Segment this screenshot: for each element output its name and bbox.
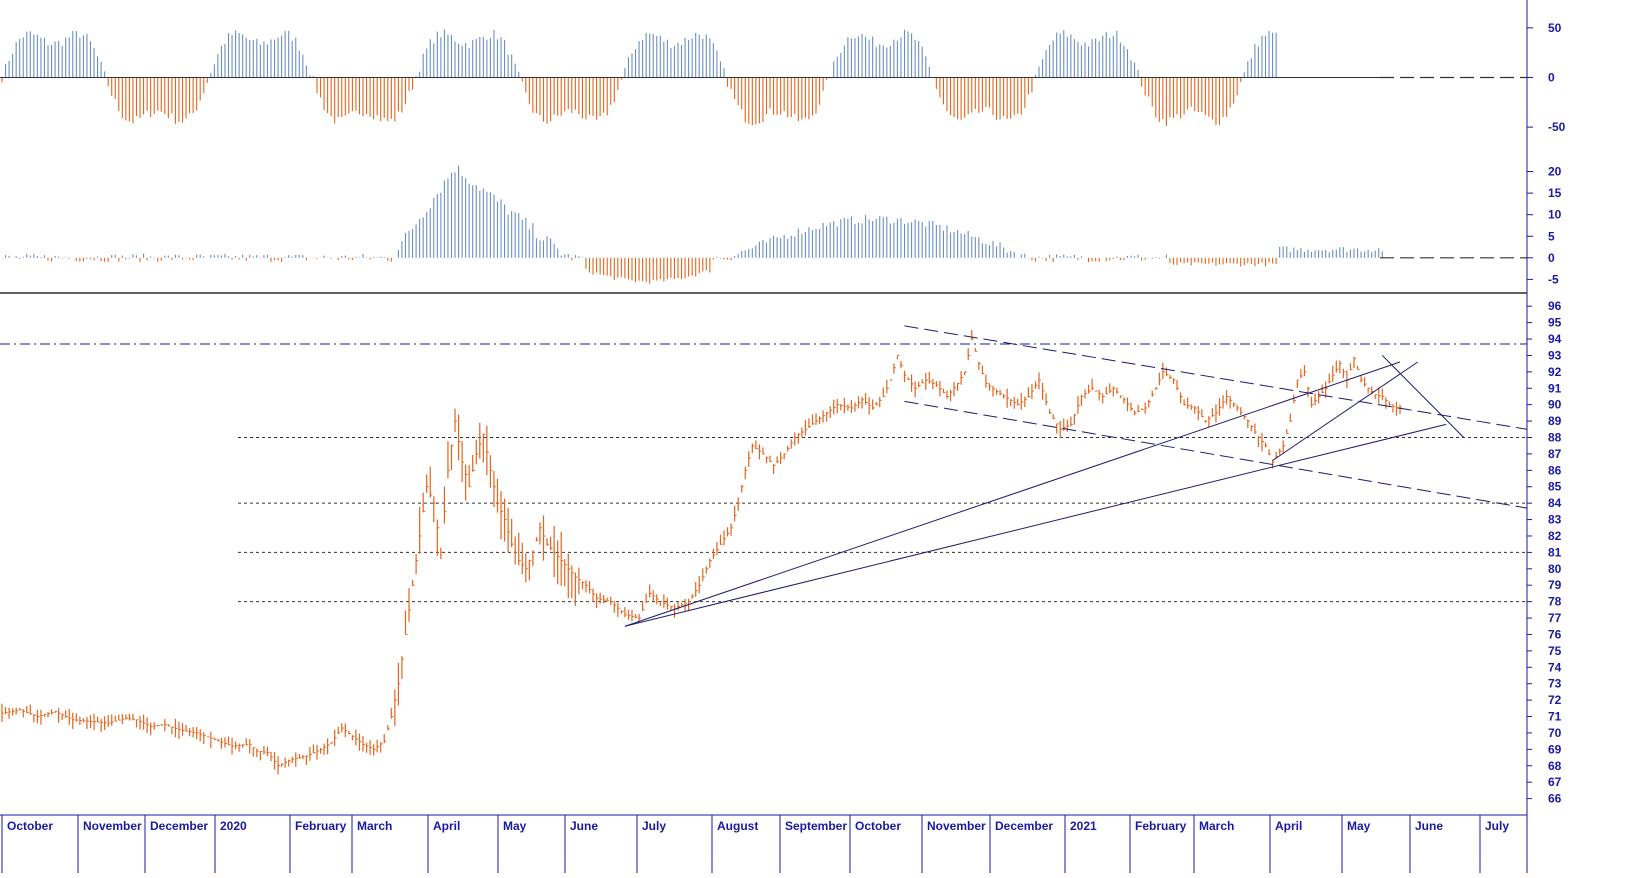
price-tick-label: 73: [1548, 677, 1562, 691]
month-label: February: [295, 819, 347, 833]
trendline: [1272, 361, 1418, 461]
price-tick-label: 76: [1548, 627, 1562, 641]
price-tick-label: 79: [1548, 578, 1562, 592]
month-label: 2020: [220, 819, 247, 833]
axes: 500-5020151050-5969594939291908988878685…: [0, 0, 1566, 873]
trendline: [624, 361, 1401, 627]
osc2-tick-label: 10: [1548, 208, 1562, 222]
trendline: [904, 325, 1528, 430]
osc2-tick-label: 5: [1548, 229, 1555, 243]
price-tick-label: 96: [1548, 299, 1562, 313]
osc2-tick-label: 0: [1548, 251, 1555, 265]
price-tick-label: 74: [1548, 660, 1562, 674]
month-label: December: [150, 819, 208, 833]
price-tick-label: 93: [1548, 348, 1562, 362]
price-tick-label: 77: [1548, 611, 1562, 625]
trendline: [904, 400, 1528, 509]
price-tick-label: 83: [1548, 513, 1562, 527]
osc1-tick-label: -50: [1548, 120, 1566, 134]
month-label: December: [995, 819, 1053, 833]
osc2-tick-label: 20: [1548, 165, 1562, 179]
price-tick-label: 69: [1548, 742, 1562, 756]
price-tick-label: 85: [1548, 480, 1562, 494]
osc1-tick-label: 50: [1548, 21, 1562, 35]
price-tick-label: 84: [1548, 496, 1562, 510]
month-label: April: [433, 819, 460, 833]
price-tick-label: 68: [1548, 759, 1562, 773]
osc2-tick-label: 15: [1548, 186, 1562, 200]
month-label: September: [785, 819, 847, 833]
month-label: October: [7, 819, 53, 833]
trendline: [1381, 355, 1465, 438]
price-tick-label: 70: [1548, 726, 1562, 740]
price-tick-label: 75: [1548, 644, 1562, 658]
price-tick-label: 72: [1548, 693, 1562, 707]
price-tick-label: 92: [1548, 365, 1562, 379]
month-label: May: [1347, 819, 1371, 833]
price-tick-label: 81: [1548, 545, 1562, 559]
price-tick-label: 91: [1548, 381, 1562, 395]
oscillator-middle-panel: [1, 165, 1527, 284]
price-tick-label: 71: [1548, 710, 1562, 724]
month-label: March: [357, 819, 392, 833]
price-panel: [0, 325, 1528, 775]
month-label: March: [1199, 819, 1234, 833]
osc2-tick-label: -5: [1548, 272, 1559, 286]
oscillator-top-panel: [0, 29, 1527, 126]
month-label: 2021: [1070, 819, 1097, 833]
price-tick-label: 86: [1548, 463, 1562, 477]
price-tick-label: 89: [1548, 414, 1562, 428]
month-label: April: [1275, 819, 1302, 833]
price-tick-label: 66: [1548, 792, 1562, 806]
price-tick-label: 82: [1548, 529, 1562, 543]
month-label: May: [503, 819, 527, 833]
price-tick-label: 95: [1548, 316, 1562, 330]
month-label: August: [717, 819, 758, 833]
month-label: June: [1415, 819, 1443, 833]
price-tick-label: 88: [1548, 431, 1562, 445]
month-label: June: [570, 819, 598, 833]
price-tick-label: 78: [1548, 595, 1562, 609]
price-tick-label: 94: [1548, 332, 1562, 346]
price-tick-label: 67: [1548, 775, 1562, 789]
osc1-tick-label: 0: [1548, 70, 1555, 84]
month-label: July: [642, 819, 666, 833]
trendline: [624, 423, 1447, 627]
month-label: October: [855, 819, 901, 833]
month-label: November: [927, 819, 986, 833]
price-tick-label: 90: [1548, 398, 1562, 412]
price-tick-label: 87: [1548, 447, 1562, 461]
price-tick-label: 80: [1548, 562, 1562, 576]
month-label: July: [1485, 819, 1509, 833]
month-label: February: [1135, 819, 1187, 833]
month-label: November: [83, 819, 142, 833]
